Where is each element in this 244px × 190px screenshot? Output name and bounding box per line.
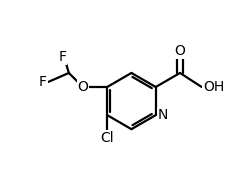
Text: OH: OH: [203, 80, 224, 94]
Text: N: N: [158, 108, 168, 122]
Text: O: O: [77, 80, 88, 94]
Text: O: O: [174, 44, 185, 58]
Text: Cl: Cl: [100, 131, 114, 145]
Text: F: F: [59, 50, 66, 64]
Text: F: F: [39, 75, 47, 89]
